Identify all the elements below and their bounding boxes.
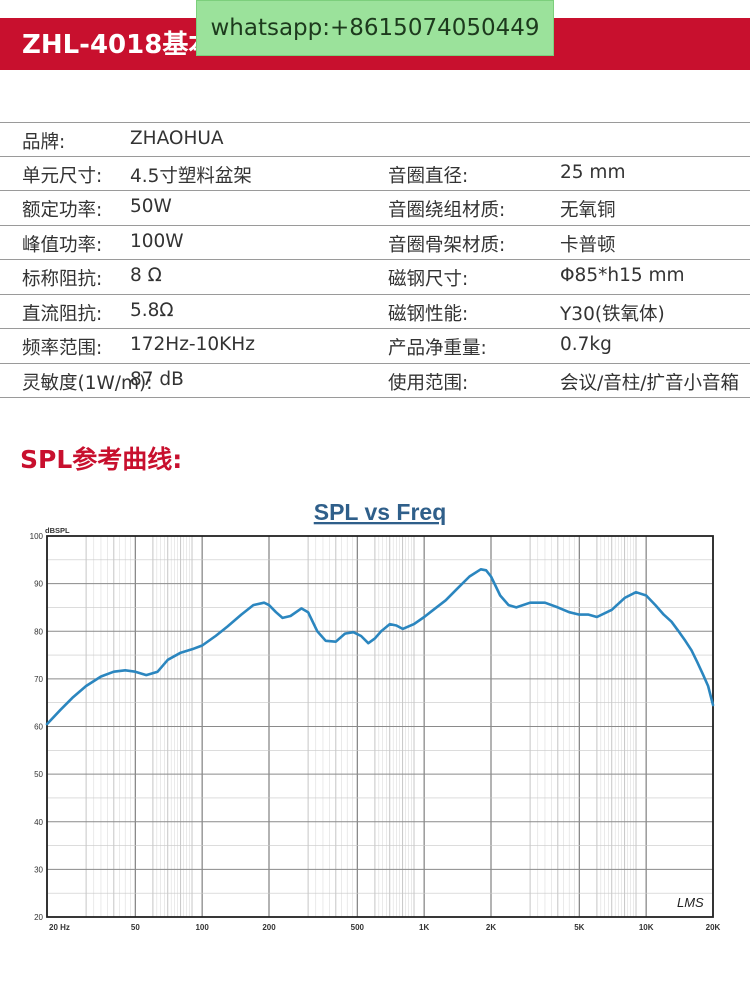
spec-value: 87 dB xyxy=(130,368,184,390)
y-tick-label: 90 xyxy=(34,580,43,589)
x-tick-label: 20 Hz xyxy=(49,923,70,932)
y-axis-label: dBSPL xyxy=(45,526,70,535)
y-tick-label: 60 xyxy=(34,723,43,732)
spec-label: 使用范围: xyxy=(388,372,469,394)
x-tick-label: 20K xyxy=(706,923,721,932)
spec-row: 直流阻抗: 5.8Ω 磁钢性能: Y30(铁氧体) xyxy=(0,295,750,329)
spec-value: 100W xyxy=(130,230,184,252)
lms-logo: LMS xyxy=(677,895,704,910)
spec-label: 单元尺寸: xyxy=(22,165,103,187)
spec-value: 0.7kg xyxy=(560,334,612,355)
spec-label: 灵敏度(1W/m): xyxy=(22,372,153,394)
y-tick-label: 100 xyxy=(30,532,44,541)
x-tick-label: 10K xyxy=(639,923,654,932)
y-tick-label: 20 xyxy=(34,913,43,922)
spec-value: 50W xyxy=(130,196,172,217)
spec-value: 卡普顿 xyxy=(560,234,616,256)
spl-curve xyxy=(45,568,715,726)
spec-label: 品牌: xyxy=(22,132,66,153)
x-tick-label: 500 xyxy=(351,923,365,932)
spec-value: 4.5寸塑料盆架 xyxy=(130,165,252,187)
y-tick-label: 70 xyxy=(34,675,43,684)
y-tick-label: 40 xyxy=(34,818,43,827)
spec-label: 频率范围: xyxy=(22,338,103,359)
spec-label: 额定功率: xyxy=(22,200,103,221)
spec-value: 无氧铜 xyxy=(560,200,616,221)
spec-label: 产品净重量: xyxy=(388,338,487,359)
spec-label: 音圈骨架材质: xyxy=(388,234,506,256)
spec-value: Y30(铁氧体) xyxy=(560,303,665,325)
contact-watermark: whatsapp:+8615074050449 xyxy=(196,0,554,56)
spec-row: 频率范围: 172Hz-10KHz 产品净重量: 0.7kg xyxy=(0,329,750,364)
x-tick-label: 100 xyxy=(195,923,209,932)
x-tick-label: 5K xyxy=(574,923,584,932)
spec-label: 标称阻抗: xyxy=(22,269,103,290)
spec-label: 峰值功率: xyxy=(22,234,103,256)
spec-value: ZHAOHUA xyxy=(130,128,224,149)
x-tick-label: 1K xyxy=(419,923,429,932)
y-tick-label: 80 xyxy=(34,627,43,636)
spec-row: 灵敏度(1W/m): 87 dB 使用范围: 会议/音柱/扩音小音箱 xyxy=(0,364,750,398)
spec-value: 172Hz-10KHz xyxy=(130,334,255,355)
spec-table: 品牌: ZHAOHUA 单元尺寸: 4.5寸塑料盆架 音圈直径: 25 mm 额定功率: 50… xyxy=(0,122,750,398)
spec-value: 会议/音柱/扩音小音箱 xyxy=(560,372,739,394)
spec-row: 额定功率: 50W 音圈绕组材质: 无氧铜 xyxy=(0,191,750,226)
spec-value: Φ85*h15 mm xyxy=(560,265,685,286)
spec-label: 直流阻抗: xyxy=(22,303,103,325)
spec-label: 磁钢性能: xyxy=(388,303,469,325)
plot-frame xyxy=(46,535,714,918)
spec-row: 标称阻抗: 8 Ω 磁钢尺寸: Φ85*h15 mm xyxy=(0,260,750,295)
spl-chart: 20 30 40 50 60 70 80 90 100 20 Hz 50 100 200 500 1K 2K 5… xyxy=(30,499,721,932)
spec-label: 磁钢尺寸: xyxy=(388,269,469,290)
x-tick-label: 200 xyxy=(262,923,276,932)
x-tick-label: 50 xyxy=(131,923,140,932)
spec-value: 8 Ω xyxy=(130,265,162,286)
spec-label: 音圈直径: xyxy=(388,165,469,187)
y-tick-label: 50 xyxy=(34,770,43,779)
spec-value: 25 mm xyxy=(560,161,626,183)
spec-label: 音圈绕组材质: xyxy=(388,200,506,221)
spec-row: 单元尺寸: 4.5寸塑料盆架 音圈直径: 25 mm xyxy=(0,157,750,191)
section-title: SPL参考曲线: xyxy=(20,445,183,474)
spec-value: 5.8Ω xyxy=(130,299,174,321)
y-tick-label: 30 xyxy=(34,865,43,874)
spec-row: 品牌: ZHAOHUA xyxy=(0,122,750,157)
spec-row: 峰值功率: 100W 音圈骨架材质: 卡普顿 xyxy=(0,226,750,260)
x-tick-label: 2K xyxy=(486,923,496,932)
chart-title: SPL vs Freq xyxy=(314,499,447,525)
